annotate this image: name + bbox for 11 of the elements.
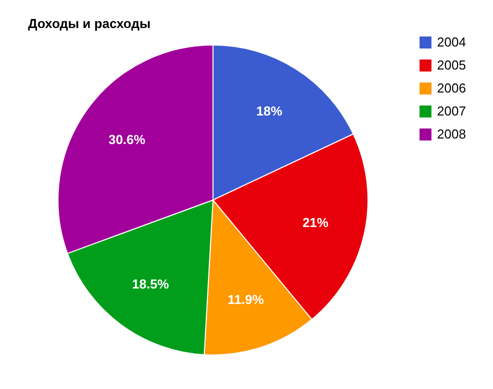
legend-label: 2006	[437, 80, 466, 96]
data-label: 30.6%	[108, 132, 146, 147]
legend-label: 2005	[437, 58, 466, 72]
legend-label: 2008	[437, 126, 466, 142]
data-label: 21%	[302, 214, 329, 230]
data-label: 18%	[256, 103, 283, 118]
data-label: 18.5%	[132, 276, 170, 292]
legend-label: 2007	[437, 104, 466, 118]
legend-label: 2004	[437, 34, 466, 50]
chart-title: Доходы и расходы	[28, 16, 151, 31]
data-label: 11.9%	[228, 292, 264, 307]
